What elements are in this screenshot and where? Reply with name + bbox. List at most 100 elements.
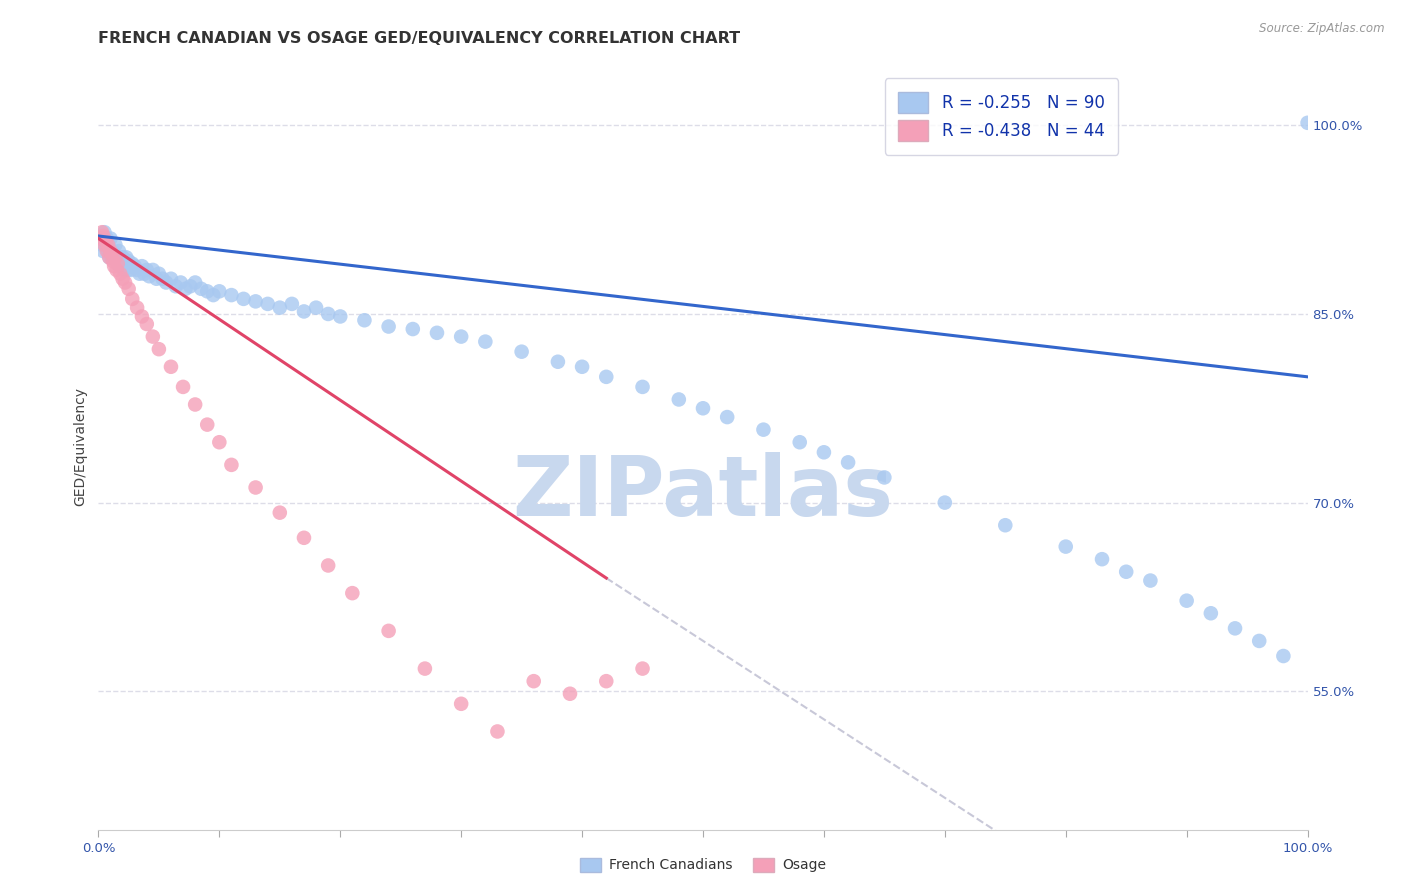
Point	[104, 251, 127, 265]
Point	[121, 257, 143, 271]
Point	[128, 267, 150, 281]
Point	[165, 279, 187, 293]
Point	[547, 355, 569, 369]
Point	[1115, 565, 1137, 579]
Point	[120, 263, 142, 277]
Point	[111, 251, 134, 265]
Point	[221, 288, 243, 302]
Point	[160, 359, 183, 374]
Point	[316, 558, 339, 573]
Point	[91, 237, 114, 252]
Point	[523, 674, 546, 689]
Point	[110, 257, 132, 271]
Point	[245, 481, 267, 495]
Point	[107, 257, 129, 271]
Point	[98, 251, 121, 265]
Legend: R = -0.255   N = 90, R = -0.438   N = 44: R = -0.255 N = 90, R = -0.438 N = 44	[884, 78, 1118, 154]
Point	[413, 662, 436, 676]
Point	[329, 310, 352, 324]
Point	[107, 257, 129, 271]
Point	[221, 458, 243, 472]
Point	[1199, 607, 1222, 621]
Point	[112, 263, 135, 277]
Point	[202, 288, 225, 302]
Point	[93, 225, 115, 239]
Point	[135, 317, 157, 331]
Point	[100, 231, 122, 245]
Point	[93, 237, 115, 252]
Point	[91, 225, 114, 239]
Point	[160, 271, 183, 285]
Point	[118, 259, 141, 273]
Point	[148, 267, 170, 281]
Point	[118, 254, 141, 268]
Point	[108, 267, 131, 281]
Point	[1296, 116, 1319, 130]
Point	[142, 329, 165, 343]
Point	[1175, 593, 1198, 607]
Text: Source: ZipAtlas.com: Source: ZipAtlas.com	[1260, 22, 1385, 36]
Point	[108, 251, 131, 265]
Point	[571, 359, 593, 374]
Point	[111, 271, 134, 285]
Point	[100, 244, 122, 258]
Point	[174, 282, 197, 296]
Point	[118, 282, 141, 296]
Point	[90, 231, 112, 245]
Point	[142, 263, 165, 277]
Point	[96, 231, 118, 245]
Point	[342, 586, 364, 600]
Point	[1091, 552, 1114, 566]
Point	[115, 251, 138, 265]
Point	[134, 267, 156, 281]
Point	[90, 231, 112, 245]
Point	[100, 246, 122, 260]
Point	[353, 313, 375, 327]
Point	[631, 380, 654, 394]
Point	[292, 531, 315, 545]
Point	[103, 251, 125, 265]
Point	[752, 423, 775, 437]
Point	[103, 259, 125, 273]
Point	[195, 417, 218, 432]
Point	[98, 251, 121, 265]
Point	[155, 276, 177, 290]
Point	[934, 495, 956, 509]
Point	[1054, 540, 1077, 554]
Legend: French Canadians, Osage: French Canadians, Osage	[574, 852, 832, 878]
Point	[195, 285, 218, 299]
Point	[837, 455, 859, 469]
Point	[145, 271, 167, 285]
Point	[121, 292, 143, 306]
Point	[316, 307, 339, 321]
Point	[789, 435, 811, 450]
Point	[1139, 574, 1161, 588]
Point	[190, 282, 212, 296]
Point	[108, 244, 131, 258]
Point	[668, 392, 690, 407]
Point	[184, 397, 207, 411]
Point	[105, 251, 128, 265]
Point	[127, 263, 149, 277]
Point	[813, 445, 835, 459]
Point	[281, 297, 304, 311]
Point	[305, 301, 328, 315]
Point	[510, 344, 533, 359]
Point	[114, 276, 136, 290]
Point	[101, 254, 124, 268]
Point	[97, 237, 120, 252]
Point	[1249, 634, 1271, 648]
Point	[692, 401, 714, 416]
Text: ZIPatlas: ZIPatlas	[513, 451, 893, 533]
Point	[245, 294, 267, 309]
Y-axis label: GED/Equivalency: GED/Equivalency	[73, 386, 87, 506]
Point	[994, 518, 1017, 533]
Point	[105, 263, 128, 277]
Point	[377, 319, 399, 334]
Point	[127, 301, 149, 315]
Point	[100, 251, 122, 265]
Point	[377, 624, 399, 638]
Point	[114, 257, 136, 271]
Point	[269, 301, 291, 315]
Point	[450, 329, 472, 343]
